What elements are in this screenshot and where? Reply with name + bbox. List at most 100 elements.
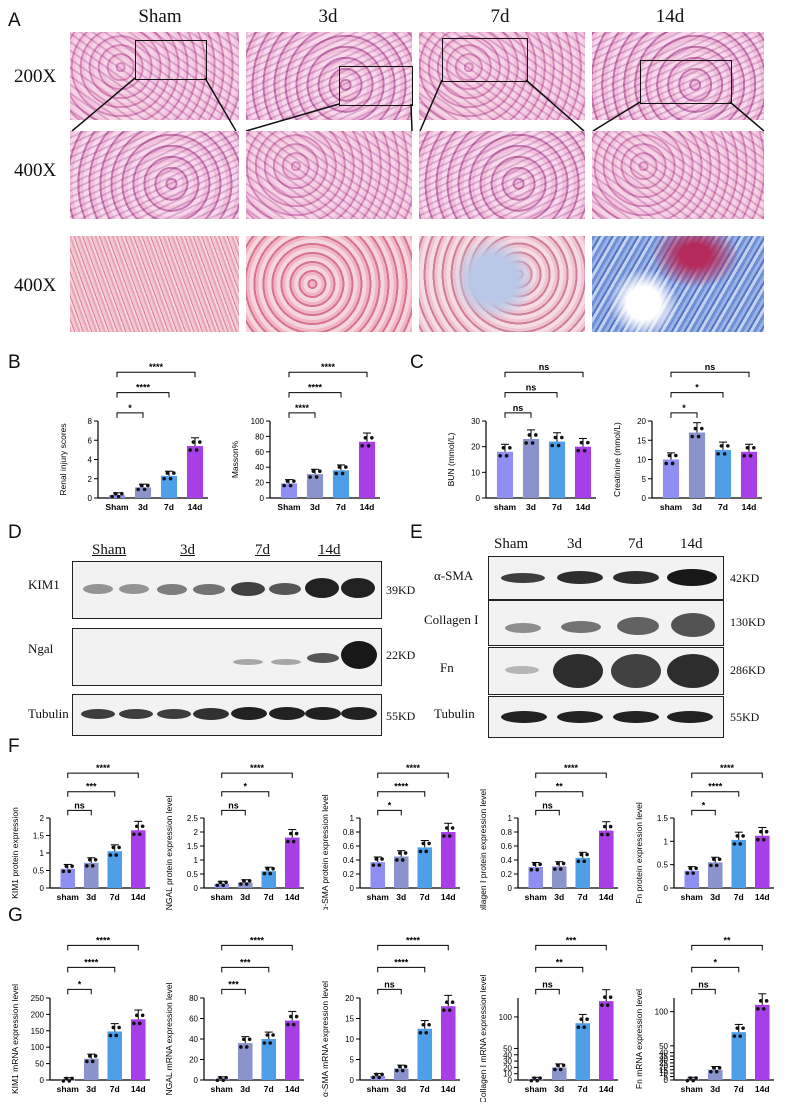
data-point <box>696 434 701 439</box>
y-tick-label: 50 <box>659 1042 668 1051</box>
y-tick-label: 20 <box>637 417 646 426</box>
data-point <box>291 1022 296 1027</box>
significance-label: ns <box>513 403 524 413</box>
he-200x-14d <box>592 32 764 120</box>
blot-e-asma <box>488 556 724 600</box>
y-tick-label: 0 <box>476 494 481 503</box>
significance-label: ** <box>556 957 564 967</box>
zoom-connector-lines <box>71 77 765 132</box>
panel-label-a: A <box>8 10 21 31</box>
data-point <box>117 845 121 850</box>
y-tick-label: 1.5 <box>187 842 199 851</box>
significance-bracket <box>504 412 532 418</box>
bar <box>662 459 680 498</box>
significance-label: **** <box>250 935 265 945</box>
y-axis-label: α-SMA protein expression level <box>320 794 330 910</box>
data-point <box>711 857 716 862</box>
x-tick-label: 7d <box>578 1084 588 1094</box>
chart-renal-injury-scores: 0 2 4 6 8 Renal injury scores Sham 3d 7d 14d * ****… <box>54 350 214 520</box>
significance-label: **** <box>96 935 111 945</box>
x-tick-label: 7d <box>164 502 174 512</box>
bar <box>731 1032 747 1080</box>
chart-svg: 0 20 40 60 80 100 Masson% Sham 3d 7d 14d **** **** **… <box>230 362 380 512</box>
y-tick-label: 35 <box>659 1052 668 1061</box>
significance-bracket <box>221 966 270 973</box>
bar <box>284 837 300 888</box>
data-point <box>363 435 368 440</box>
significance-bracket <box>377 772 449 779</box>
x-tick-label: 14d <box>285 1084 300 1094</box>
significance-bracket <box>221 944 293 951</box>
significance-label: **** <box>149 362 164 372</box>
data-point <box>314 475 319 479</box>
significance-label: ns <box>228 800 239 810</box>
significance-bracket <box>377 988 402 995</box>
data-point <box>139 483 144 488</box>
significance-bracket <box>377 809 402 816</box>
bar <box>688 432 706 498</box>
data-point <box>191 440 196 444</box>
significance-label: ns <box>539 362 550 372</box>
data-point <box>555 1063 560 1068</box>
data-point <box>334 471 338 476</box>
x-tick-label: 14d <box>599 1084 614 1094</box>
y-tick-label: 0.4 <box>343 856 355 865</box>
significance-bracket <box>535 966 584 973</box>
data-point <box>286 1022 290 1027</box>
y-axis-label: BUN (mmol/L) <box>446 432 456 486</box>
significance-label: ns <box>698 979 709 989</box>
x-tick-label: sham <box>525 1084 548 1094</box>
chart-ngal-protein: 0 0.5 1 1.5 2 2.5 NGAL protein expression leve… <box>160 752 310 910</box>
data-point <box>337 465 342 469</box>
chart-svg: 0 5 10 15 20 α-SMA mRNA expression level sham 3… <box>320 935 460 1097</box>
data-point <box>137 1021 142 1026</box>
significance-label: **** <box>250 763 265 773</box>
x-tick-label: 7d <box>734 1084 744 1094</box>
y-tick-label: 20 <box>189 1056 198 1065</box>
data-point <box>224 1075 228 1080</box>
y-tick-label: 0.5 <box>33 867 45 876</box>
data-point <box>530 441 535 445</box>
significance-bracket <box>691 966 740 973</box>
data-point <box>756 837 760 842</box>
data-point <box>600 832 604 837</box>
x-tick-label: 3d <box>692 502 702 512</box>
y-tick-label: 60 <box>255 448 264 457</box>
significance-bracket <box>67 791 116 797</box>
data-point <box>87 1054 92 1058</box>
data-point <box>670 461 675 466</box>
data-point <box>221 1078 226 1083</box>
significance-bracket <box>504 371 584 378</box>
he-200x-sham <box>70 32 239 120</box>
y-tick-label: 250 <box>31 994 45 1003</box>
data-point <box>709 863 713 868</box>
data-point <box>247 1037 252 1042</box>
data-point <box>397 1064 402 1069</box>
y-tick-label: 20 <box>503 1063 512 1072</box>
y-tick-label: 1.5 <box>657 814 669 823</box>
data-point <box>308 475 312 479</box>
y-tick-label: 40 <box>189 1035 198 1044</box>
data-point <box>608 824 613 829</box>
y-tick-label: 100 <box>499 1013 513 1022</box>
x-tick-label: 7d <box>110 1084 120 1094</box>
zoom-region-3d <box>339 66 413 106</box>
masson-400x-sham <box>70 236 239 332</box>
data-point <box>188 448 192 452</box>
zoom-region-14d <box>640 60 732 104</box>
significance-label: **** <box>406 763 421 773</box>
data-point <box>64 1076 69 1081</box>
y-tick-label: 6 <box>88 436 93 445</box>
data-point <box>709 1069 713 1074</box>
data-point <box>579 1017 584 1022</box>
y-axis-label: KIM1 mRNA expression level <box>10 984 20 1094</box>
data-point <box>113 491 118 496</box>
data-point <box>403 1064 408 1069</box>
data-point <box>117 1025 121 1030</box>
blot-e-label-asma: α-SMA <box>434 568 474 583</box>
bar <box>440 1006 456 1080</box>
y-axis-label: Renal injury scores <box>58 423 68 495</box>
bar <box>83 862 99 888</box>
data-point <box>286 839 290 844</box>
blot-e-fn-size: 286KD <box>730 663 766 677</box>
